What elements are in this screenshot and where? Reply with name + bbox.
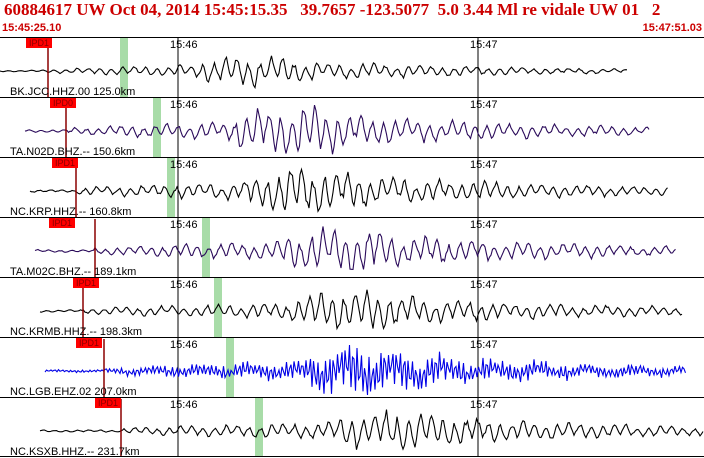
event-header: 60884617 UW Oct 04, 2014 15:45:15.35 39.… — [0, 0, 704, 37]
minute-label-1547: 15:47 — [470, 99, 498, 111]
waveform-trace — [29, 167, 668, 213]
s-window-marker — [226, 338, 234, 397]
minute-label-1547: 15:47 — [470, 339, 498, 351]
p-pick-label: IPD1 — [52, 218, 72, 228]
station-panel: 15:46 15:47 IPD1 BK.JCC.HHZ.00 125.0km — [0, 37, 704, 98]
p-pick-tag — [76, 338, 102, 348]
window-start-time: 15:45:25.10 — [2, 22, 62, 34]
p-pick-tag — [95, 398, 121, 408]
station-label: NC.KRMB.HHZ.-- 198.3km — [10, 326, 142, 338]
minute-label-1546: 15:46 — [170, 219, 198, 231]
station-label: NC.KRP.HHZ.-- 160.8km — [10, 206, 131, 218]
waveform-trace — [39, 289, 683, 331]
s-window-marker — [255, 398, 263, 457]
p-pick-label: IPD1 — [98, 398, 118, 408]
minute-label-1546: 15:46 — [170, 339, 198, 351]
station-panel: 15:46 15:47 IPD1 NC.KRMB.HHZ.-- 198.3km — [0, 277, 704, 338]
waveform-trace — [34, 226, 676, 270]
station-panel: 15:46 15:47 IPD1 TA.M02C.BHZ.-- 189.1km — [0, 217, 704, 278]
p-pick-tag — [49, 218, 75, 228]
station-label: BK.JCC.HHZ.00 125.0km — [10, 86, 135, 98]
minute-label-1547: 15:47 — [470, 39, 498, 51]
minute-label-1546: 15:46 — [170, 99, 198, 111]
p-pick-label: IPD1 — [79, 338, 99, 348]
p-pick-label: IPD1 — [76, 278, 96, 288]
minute-label-1547: 15:47 — [470, 399, 498, 411]
p-pick-label: IPD1 — [55, 158, 75, 168]
waveform-trace — [0, 55, 628, 90]
station-label: NC.KSXB.HHZ.-- 231.7km — [10, 446, 140, 458]
minute-label-1547: 15:47 — [470, 159, 498, 171]
window-end-time: 15:47:51.03 — [642, 22, 702, 34]
station-panel: 15:46 15:47 IPD0 TA.N02D.BHZ.-- 150.6km — [0, 97, 704, 158]
minute-label-1546: 15:46 — [170, 39, 198, 51]
waveform-trace — [24, 104, 650, 155]
minute-label-1547: 15:47 — [470, 279, 498, 291]
p-pick-tag — [50, 98, 76, 108]
station-label: TA.N02D.BHZ.-- 150.6km — [10, 146, 135, 158]
station-label: TA.M02C.BHZ.-- 189.1km — [10, 266, 136, 278]
waveform-trace — [44, 344, 687, 396]
s-window-marker — [202, 218, 210, 277]
station-panel: 15:46 15:47 IPD1 NC.KSXB.HHZ.-- 231.7km — [0, 397, 704, 458]
station-label: NC.LGB.EHZ.02 207.0km — [10, 386, 137, 398]
waveform-trace — [39, 409, 704, 451]
minute-label-1546: 15:46 — [170, 399, 198, 411]
minute-label-1546: 15:46 — [170, 159, 198, 171]
p-pick-label: IPD0 — [53, 98, 73, 108]
event-title: 60884617 UW Oct 04, 2014 15:45:15.35 39.… — [4, 0, 661, 19]
station-panel: 15:46 15:47 IPD1 NC.KRP.HHZ.-- 160.8km — [0, 157, 704, 218]
p-pick-label: IPD1 — [29, 38, 49, 48]
p-pick-tag — [26, 38, 52, 48]
p-pick-tag — [52, 158, 78, 168]
p-pick-tag — [73, 278, 99, 288]
minute-label-1547: 15:47 — [470, 219, 498, 231]
s-window-marker — [167, 158, 175, 217]
station-panel: 15:46 15:47 IPD1 NC.LGB.EHZ.02 207.0km — [0, 337, 704, 398]
s-window-marker — [214, 278, 222, 337]
minute-label-1546: 15:46 — [170, 279, 198, 291]
